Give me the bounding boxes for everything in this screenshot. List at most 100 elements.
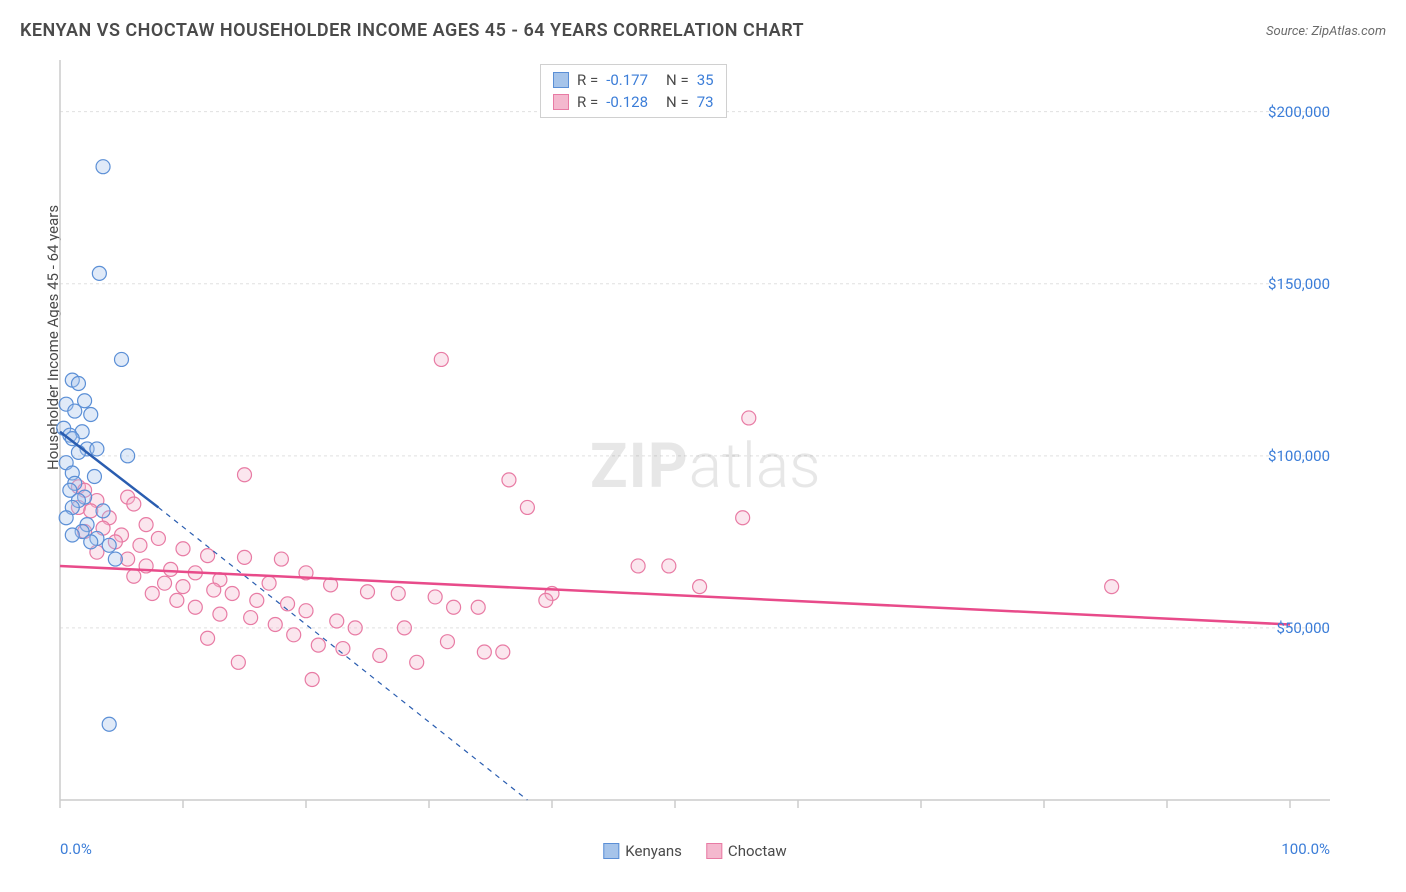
scatter-point (662, 559, 676, 573)
scatter-point (145, 586, 159, 600)
scatter-point (299, 604, 313, 618)
scatter-point (742, 411, 756, 425)
scatter-point (108, 552, 122, 566)
scatter-point (471, 600, 485, 614)
scatter-point (287, 628, 301, 642)
source-attribution: Source: ZipAtlas.com (1266, 24, 1386, 39)
x-tick-label: 100.0% (1281, 840, 1330, 858)
scatter-point (102, 538, 116, 552)
trend-line-extrapolated (158, 507, 527, 800)
correlation-stats-box: R = -0.177 N = 35 R = -0.128 N = 73 (540, 64, 727, 118)
scatter-point (102, 717, 116, 731)
stats-n-value: 35 (697, 71, 714, 89)
stats-r-label: R = (577, 93, 598, 111)
scatter-point (158, 576, 172, 590)
scatter-point (693, 580, 707, 594)
source-label: Source: (1266, 24, 1311, 39)
scatter-point (434, 352, 448, 366)
stats-n-label: N = (666, 93, 689, 111)
scatter-point (410, 655, 424, 669)
scatter-point (84, 535, 98, 549)
scatter-point (225, 586, 239, 600)
source-name: ZipAtlas.com (1311, 24, 1386, 39)
chart-title: KENYAN VS CHOCTAW HOUSEHOLDER INCOME AGE… (20, 20, 804, 41)
scatter-point (348, 621, 362, 635)
scatter-point (127, 569, 141, 583)
scatter-point (447, 600, 461, 614)
scatter-point (92, 266, 106, 280)
stats-r-value: -0.177 (606, 71, 648, 89)
scatter-point (281, 597, 295, 611)
scatter-point (121, 449, 135, 463)
scatter-point (336, 642, 350, 656)
legend-swatch (706, 843, 722, 859)
scatter-point (274, 552, 288, 566)
chart-area: Householder Income Ages 45 - 64 years ZI… (50, 60, 1340, 830)
scatter-point (631, 559, 645, 573)
scatter-plot-svg (50, 60, 1340, 860)
x-tick-label: 0.0% (60, 840, 92, 858)
scatter-point (311, 638, 325, 652)
scatter-point (440, 635, 454, 649)
scatter-point (330, 614, 344, 628)
scatter-point (502, 473, 516, 487)
scatter-point (373, 648, 387, 662)
scatter-point (151, 531, 165, 545)
scatter-point (736, 511, 750, 525)
scatter-point (201, 631, 215, 645)
scatter-point (213, 607, 227, 621)
legend-label: Choctaw (728, 842, 787, 860)
scatter-point (1105, 580, 1119, 594)
legend-item: Choctaw (706, 842, 787, 860)
stats-n-value: 73 (697, 93, 714, 111)
stats-n-label: N = (666, 71, 689, 89)
scatter-point (139, 518, 153, 532)
y-tick-label: $50,000 (1276, 619, 1330, 637)
scatter-point (170, 593, 184, 607)
scatter-point (305, 673, 319, 687)
stats-swatch (553, 94, 569, 110)
scatter-point (115, 352, 129, 366)
legend-swatch (603, 843, 619, 859)
scatter-point (176, 542, 190, 556)
stats-swatch (553, 72, 569, 88)
scatter-point (477, 645, 491, 659)
scatter-point (127, 497, 141, 511)
scatter-point (68, 404, 82, 418)
scatter-point (496, 645, 510, 659)
scatter-point (176, 580, 190, 594)
scatter-point (96, 160, 110, 174)
scatter-point (238, 468, 252, 482)
legend-item: Kenyans (603, 842, 682, 860)
scatter-point (231, 655, 245, 669)
stats-r-value: -0.128 (606, 93, 648, 111)
scatter-point (520, 500, 534, 514)
scatter-point (262, 576, 276, 590)
stats-r-label: R = (577, 71, 598, 89)
scatter-point (59, 511, 73, 525)
scatter-point (87, 469, 101, 483)
scatter-point (244, 611, 258, 625)
scatter-point (84, 408, 98, 422)
scatter-point (71, 377, 85, 391)
y-tick-label: $100,000 (1268, 447, 1330, 465)
scatter-point (238, 550, 252, 564)
scatter-point (268, 617, 282, 631)
scatter-point (201, 549, 215, 563)
scatter-point (96, 504, 110, 518)
scatter-point (164, 562, 178, 576)
scatter-point (361, 585, 375, 599)
scatter-point (188, 600, 202, 614)
scatter-point (207, 583, 221, 597)
legend-label: Kenyans (625, 842, 682, 860)
scatter-point (65, 528, 79, 542)
legend: Kenyans Choctaw (603, 842, 786, 860)
scatter-point (133, 538, 147, 552)
scatter-point (90, 442, 104, 456)
scatter-point (397, 621, 411, 635)
y-tick-label: $150,000 (1268, 275, 1330, 293)
stats-row: R = -0.177 N = 35 (553, 69, 714, 91)
scatter-point (428, 590, 442, 604)
scatter-point (250, 593, 264, 607)
scatter-point (391, 586, 405, 600)
